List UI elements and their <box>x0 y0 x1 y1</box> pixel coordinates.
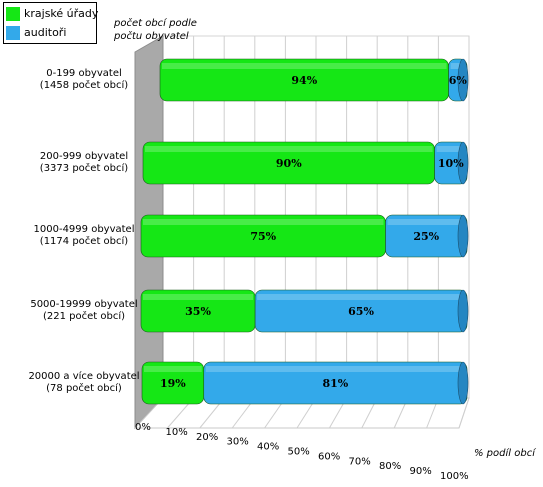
bar-highlight <box>450 63 465 69</box>
y-axis-title-line-1: počet obcí podle <box>114 18 197 29</box>
bar-highlight <box>436 146 465 152</box>
data-label: 10% <box>438 157 464 170</box>
data-label: 25% <box>413 230 439 243</box>
legend-item-auditori: auditoři <box>6 25 94 43</box>
bar-highlight <box>144 366 202 372</box>
x-tick-label: 90% <box>410 466 432 477</box>
x-tick-label: 10% <box>166 427 188 438</box>
x-tick-label: 30% <box>227 437 249 448</box>
bar-cap <box>457 289 469 333</box>
legend-swatch-auditori <box>6 26 20 40</box>
y-axis-title: počet obcí podle počtu obyvatel <box>114 17 234 43</box>
category-label: (1174 počet obcí) <box>40 235 128 247</box>
bar-highlight <box>143 294 254 300</box>
x-tick-label: 100% <box>440 471 469 482</box>
category-label: 200-999 obyvatel <box>40 151 128 162</box>
y-axis-title-line-2: počtu obyvatel <box>114 31 189 42</box>
bar-highlight <box>143 219 384 225</box>
x-tick-label: 40% <box>257 442 279 453</box>
data-label: 65% <box>348 305 374 318</box>
category-label: 5000-19999 obyvatel <box>30 299 137 310</box>
category-label: 0-199 obyvatel <box>46 68 122 79</box>
data-label: 90% <box>276 157 302 170</box>
x-tick-label: 80% <box>379 461 401 472</box>
bar-highlight <box>162 63 447 69</box>
x-tick-label: 50% <box>288 447 310 458</box>
bar-highlight <box>257 294 465 300</box>
legend-label-krajske-urady: krajské úřady <box>24 7 99 20</box>
bar-highlight <box>145 146 433 152</box>
category-label: (1458 počet obcí) <box>40 79 128 91</box>
legend-label-auditori: auditoři <box>24 26 67 39</box>
bar-highlight <box>387 219 465 225</box>
bar-cap <box>457 141 469 185</box>
data-label: 94% <box>291 74 317 87</box>
bar-cap <box>457 58 469 102</box>
x-tick-label: 0% <box>135 422 151 433</box>
floor-gridline <box>458 397 470 429</box>
data-label: 19% <box>160 377 186 390</box>
x-axis-title: % podíl obcí <box>474 448 535 459</box>
chart-legend: krajské úřady auditoři <box>3 2 98 44</box>
legend-swatch-krajske-urady <box>6 7 20 21</box>
bar-cap <box>457 361 469 405</box>
category-label: 20000 a více obyvatel <box>28 370 139 382</box>
data-label: 6% <box>449 74 468 87</box>
bar-cap <box>457 214 469 258</box>
data-label: 35% <box>185 305 211 318</box>
x-tick-label: 70% <box>349 456 371 467</box>
data-label: 81% <box>322 377 348 390</box>
x-tick-label: 60% <box>318 451 340 462</box>
bar-highlight <box>205 366 465 372</box>
data-label: 75% <box>250 230 276 243</box>
x-tick-label: 20% <box>196 432 218 443</box>
category-label: (78 počet obcí) <box>46 382 122 394</box>
category-label: (221 počet obcí) <box>43 310 125 322</box>
category-label: 1000-4999 obyvatel <box>34 224 135 235</box>
category-label: (3373 počet obcí) <box>40 162 128 174</box>
legend-item-krajske-urady: krajské úřady <box>6 6 98 24</box>
